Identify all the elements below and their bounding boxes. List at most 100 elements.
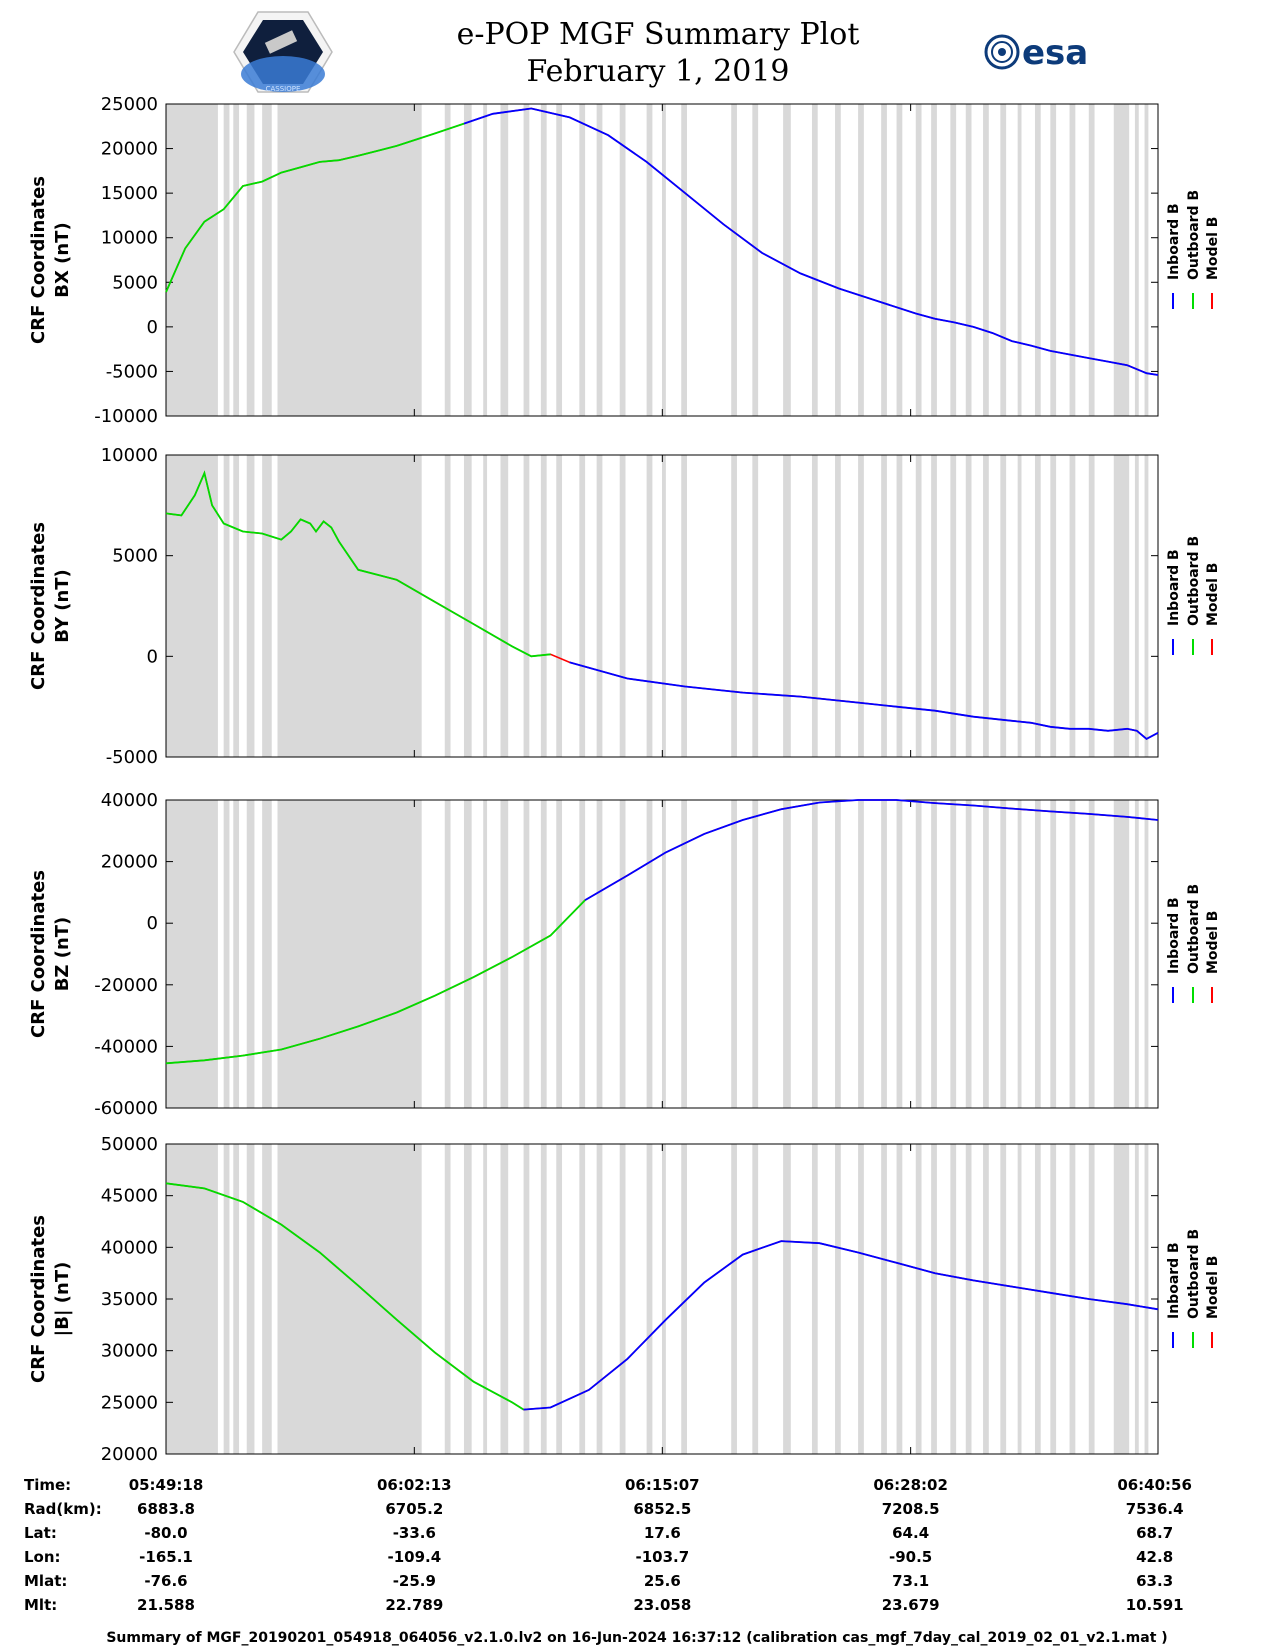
data-gap-band — [1144, 800, 1149, 1108]
data-gap-band — [444, 104, 451, 416]
data-gap-band — [731, 104, 737, 416]
data-gap-band — [1000, 800, 1007, 1108]
inboard-b-line — [584, 799, 1159, 901]
data-gap-band — [1113, 800, 1130, 1108]
data-gap-band — [858, 1144, 864, 1454]
data-gap-band — [731, 800, 737, 1108]
data-gap-band — [1000, 455, 1007, 757]
data-gap-band — [662, 104, 666, 416]
y-axis-label-line1: CRF Coordinates — [28, 870, 49, 1038]
data-gap-band — [858, 104, 864, 416]
data-gap-band — [223, 455, 230, 757]
data-gap-band — [811, 455, 818, 757]
y-tick-label: 40000 — [101, 1237, 158, 1258]
data-gap-band — [463, 800, 472, 1108]
data-gap-band — [1000, 1144, 1007, 1454]
data-gap-band — [858, 800, 864, 1108]
data-gap-band — [540, 800, 547, 1108]
data-gap-band — [965, 1144, 972, 1454]
y-tick-label: -20000 — [94, 975, 158, 996]
data-gap-band — [262, 1144, 272, 1454]
data-gap-band — [223, 800, 230, 1108]
inboard-b-line — [523, 1240, 1159, 1411]
data-gap-band — [662, 800, 666, 1108]
chart-panel-2: 10000 5000 0 -5000 CRF Coordinates BY (nT) Inb… — [28, 445, 1221, 768]
data-gap-band — [483, 104, 488, 416]
data-gap-band — [752, 800, 759, 1108]
data-gap-band — [931, 1144, 937, 1454]
y-axis-label-line1: CRF Coordinates — [28, 522, 49, 690]
y-tick-label: 10000 — [101, 445, 158, 466]
data-gap-band — [1034, 800, 1041, 1108]
info-row-label: Lat: — [24, 1524, 57, 1542]
data-gap-band — [540, 104, 547, 416]
data-gap-band — [596, 104, 603, 416]
y-axis-label-line2: BY (nT) — [52, 569, 73, 643]
y-tick-label: 30000 — [101, 1341, 158, 1362]
data-gap-band — [811, 800, 818, 1108]
data-gap-band — [1000, 104, 1007, 416]
data-gap-band — [1050, 104, 1057, 416]
data-gap-band — [1113, 104, 1130, 416]
y-tick-label: 0 — [147, 317, 158, 338]
data-gap-band — [277, 104, 422, 416]
x-tick-time-label: 06:28:02 — [873, 1476, 948, 1494]
data-gap-band — [1034, 455, 1041, 757]
data-gap-band — [523, 104, 530, 416]
data-gap-band — [463, 455, 472, 757]
info-cell: 22.789 — [385, 1596, 443, 1614]
data-gap-band — [579, 1144, 586, 1454]
info-cell: 73.1 — [892, 1572, 929, 1590]
data-gap-band — [1134, 104, 1139, 416]
y-tick-label: 35000 — [101, 1289, 158, 1310]
x-tick-time-label: 06:40:56 — [1117, 1476, 1192, 1494]
data-gap-band — [1017, 1144, 1022, 1454]
data-gap-band — [262, 455, 272, 757]
data-gap-band — [835, 104, 841, 416]
info-cell: 21.588 — [137, 1596, 195, 1614]
data-gap-band — [1050, 800, 1057, 1108]
data-gap-band — [1069, 104, 1076, 416]
data-gap-band — [500, 800, 509, 1108]
y-tick-label: 50000 — [101, 1134, 158, 1155]
legend-inboard-label: Inboard B — [1166, 203, 1182, 280]
data-gap-band — [523, 1144, 530, 1454]
legend-inboard-label: Inboard B — [1166, 897, 1182, 974]
data-gap-band — [731, 1144, 737, 1454]
info-cell: 68.7 — [1136, 1524, 1173, 1542]
data-gap-band — [1134, 800, 1139, 1108]
data-gap-band — [783, 1144, 791, 1454]
data-gap-band — [166, 104, 218, 416]
data-gap-band — [965, 455, 972, 757]
y-tick-label: 20000 — [101, 852, 158, 873]
data-gap-band — [1050, 455, 1057, 757]
data-gap-band — [811, 104, 818, 416]
legend-model-label: Model B — [1205, 563, 1221, 626]
info-cell: -109.4 — [387, 1548, 441, 1566]
info-cell: 6705.2 — [385, 1500, 443, 1518]
y-tick-label: 5000 — [112, 546, 158, 567]
legend-outboard-label: Outboard B — [1186, 536, 1202, 626]
info-cell: 63.3 — [1136, 1572, 1173, 1590]
data-gap-band — [1134, 455, 1139, 757]
y-tick-label: 40000 — [101, 790, 158, 811]
data-gap-band — [233, 800, 240, 1108]
legend-inboard-label: Inboard B — [1166, 549, 1182, 626]
y-tick-label: 45000 — [101, 1186, 158, 1207]
data-gap-band — [246, 800, 255, 1108]
info-cell: 7208.5 — [882, 1500, 940, 1518]
data-gap-band — [246, 455, 255, 757]
y-tick-label: -40000 — [94, 1036, 158, 1057]
info-row-label: Rad(km): — [24, 1500, 102, 1518]
data-gap-band — [277, 1144, 422, 1454]
data-gap-band — [881, 800, 887, 1108]
data-gap-band — [556, 104, 563, 416]
data-gap-band — [858, 455, 864, 757]
info-cell: -25.9 — [393, 1572, 436, 1590]
x-tick-time-label: 05:49:18 — [129, 1476, 204, 1494]
data-gap-band — [596, 455, 603, 757]
data-gap-band — [596, 800, 603, 1108]
info-cell: 6883.8 — [137, 1500, 195, 1518]
data-gap-band — [579, 455, 586, 757]
